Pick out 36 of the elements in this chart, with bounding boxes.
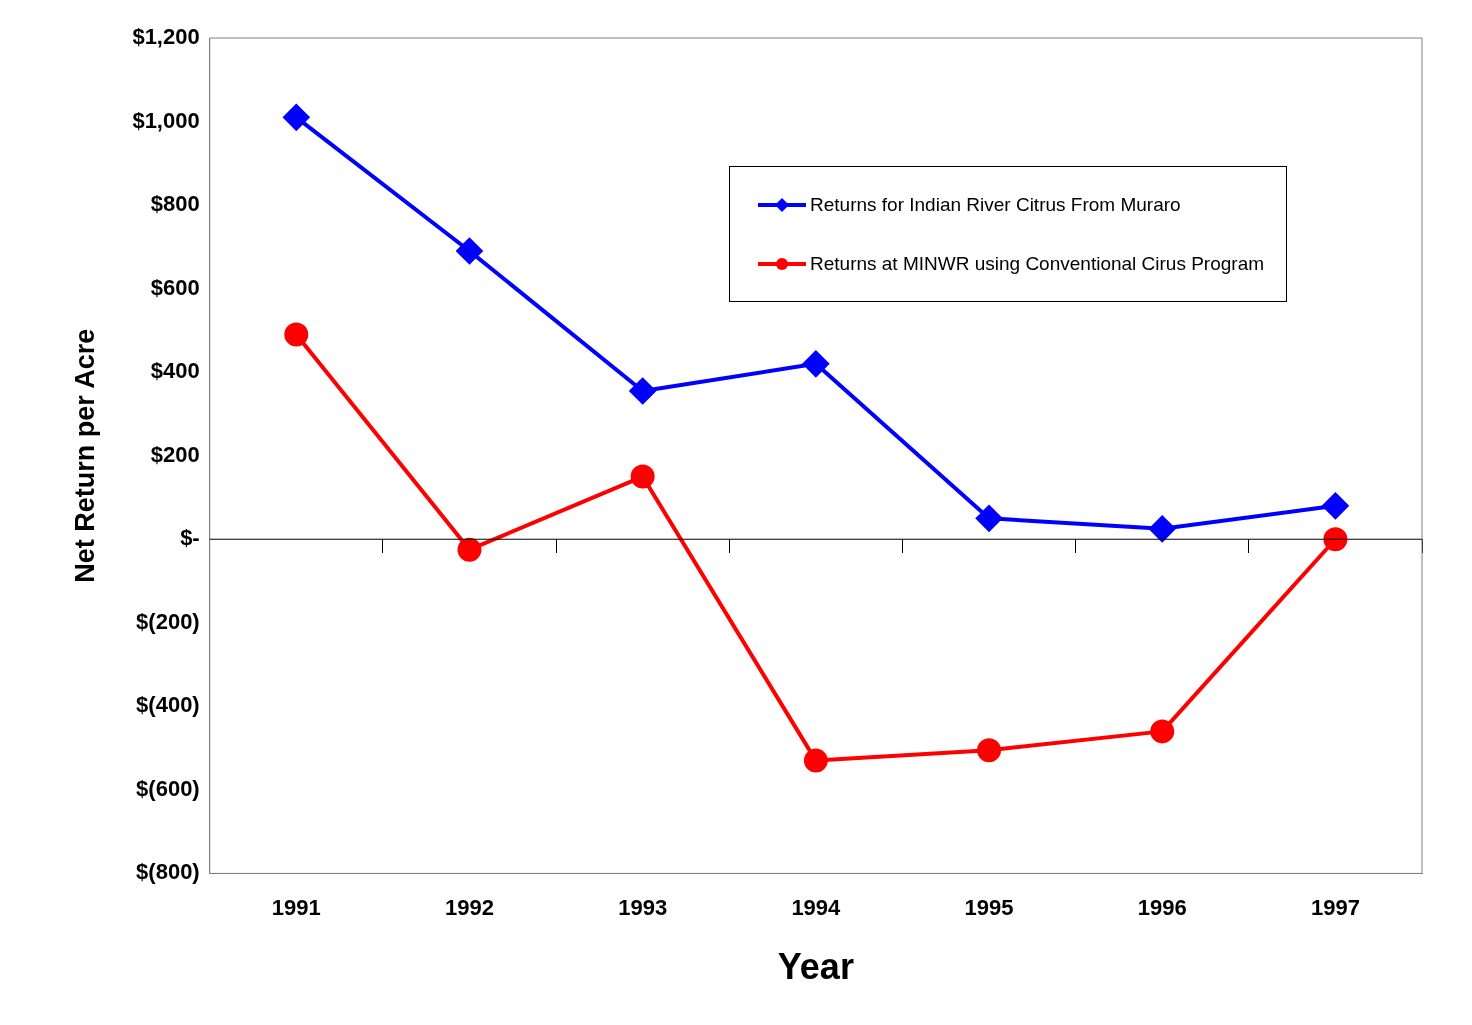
x-tick-label: 1997: [1310, 894, 1360, 920]
x-tick-label: 1994: [791, 894, 842, 920]
legend-label: Returns for Indian River Citrus From Muraro: [810, 193, 1181, 216]
point: [1149, 515, 1176, 542]
point: [1150, 719, 1175, 744]
y-tick-label: $(600): [136, 775, 200, 801]
point: [456, 238, 483, 265]
y-tick-label: $(400): [136, 692, 200, 718]
y-tick-label: $600: [150, 274, 200, 300]
x-axis-title: Year: [777, 946, 854, 988]
y-tick-label: $-: [180, 525, 200, 551]
point: [457, 537, 482, 562]
point: [802, 350, 829, 377]
y-tick-label: $400: [150, 358, 200, 384]
point: [630, 464, 655, 489]
x-tick-label: 1991: [271, 894, 321, 920]
x-tick-label: 1996: [1137, 894, 1187, 920]
x-tick-label: 1992: [444, 894, 494, 920]
point: [284, 322, 309, 347]
point: [803, 748, 828, 773]
point: [1322, 492, 1349, 519]
y-tick-label: $800: [150, 191, 200, 217]
y-tick-label: $1,000: [132, 107, 200, 133]
point: [976, 505, 1003, 532]
point: [1323, 527, 1348, 552]
x-tick-label: 1993: [618, 894, 668, 920]
y-tick-label: $200: [150, 441, 200, 467]
point: [977, 738, 1002, 763]
y-axis-title: Net Return per Acre: [69, 328, 100, 583]
y-tick-label: $1,200: [132, 24, 200, 50]
point: [629, 377, 656, 404]
x-tick-label: 1995: [964, 894, 1014, 920]
point: [283, 104, 310, 131]
y-tick-label: $(200): [136, 608, 200, 634]
legend-label: Returns at MINWR using Conventional Cirus Program: [810, 252, 1265, 275]
y-tick-label: $(800): [136, 859, 200, 885]
